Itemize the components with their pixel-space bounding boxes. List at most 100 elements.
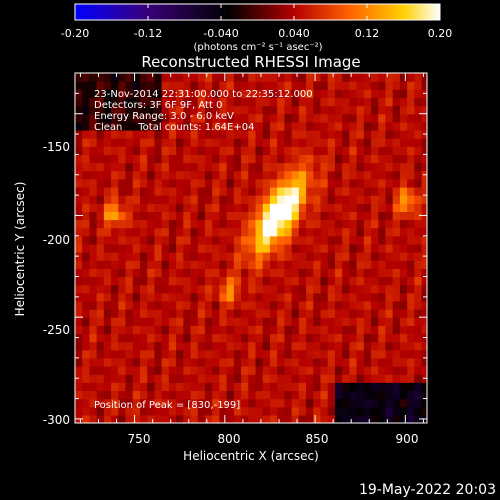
heatmap-cell [255,260,264,269]
heatmap-cell [226,260,235,269]
heatmap-cell [414,398,423,408]
heatmap-cell [407,227,415,237]
heatmap-cell [291,203,300,212]
heatmap-cell [89,357,98,367]
heatmap-cell [269,341,278,351]
heatmap-cell [176,219,184,229]
heatmap-cell [371,243,379,253]
y-tick-label: -200 [43,233,70,247]
heatmap-cell [111,138,119,147]
heatmap-cell [320,374,329,383]
heatmap-cell [298,195,307,204]
heatmap-cell [385,89,394,99]
heatmap-cell [262,203,271,212]
heatmap-cell [75,121,83,131]
heatmap-cell [139,73,148,82]
heatmap-cell [139,195,148,204]
heatmap-cell [334,317,343,326]
heatmap-cell [204,284,213,294]
heatmap-cell [407,382,415,392]
heatmap-cell [204,178,213,188]
heatmap-cell [111,211,119,221]
heatmap-cell [363,406,372,416]
heatmap-cell [241,390,249,400]
heatmap-cell [291,154,300,164]
heatmap-cell [82,89,91,99]
heatmap-cell [371,186,379,196]
heatmap-cell [349,138,358,147]
heatmap-cell [147,276,156,286]
heatmap-cell [190,243,199,253]
heatmap-cell [82,203,91,212]
heatmap-cell [197,292,206,302]
heatmap-cell [421,398,427,408]
heatmap-cell [277,81,285,90]
heatmap-cell [320,235,329,245]
heatmap-cell [176,211,184,221]
heatmap-cell [269,89,278,99]
heatmap-cell [118,357,127,367]
heatmap-cell [356,390,365,400]
heatmap-cell [111,349,119,359]
heatmap-cell [407,219,415,229]
heatmap-cell [241,333,249,343]
heatmap-cell [392,349,401,359]
heatmap-cell [111,276,119,286]
heatmap-cell [421,219,427,229]
heatmap-cell [363,243,372,253]
heatmap-cell [392,243,401,253]
heatmap-cell [298,81,307,90]
heatmap-cell [284,382,293,392]
heatmap-cell [334,349,343,359]
heatmap-cell [154,390,163,400]
heatmap-cell [399,357,408,367]
heatmap-cell [147,105,156,115]
heatmap-cell [132,81,141,90]
heatmap-cell [334,309,343,318]
heatmap-cell [313,268,322,278]
heatmap-cell [103,186,112,196]
heatmap-cell [262,154,271,164]
heatmap-cell [226,292,235,302]
heatmap-cell [327,154,336,164]
heatmap-cell [190,260,199,269]
heatmap-cell [190,89,199,99]
heatmap-cell [75,73,83,82]
heatmap-cell [291,406,300,416]
heatmap-cell [176,81,184,90]
heatmap-cell [161,309,170,318]
heatmap-cell [219,146,228,155]
heatmap-cell [75,235,83,245]
heatmap-cell [176,121,184,131]
heatmap-cell [147,138,156,147]
heatmap-cell [392,170,401,180]
heatmap-cell [176,178,184,188]
heatmap-cell [255,235,264,245]
heatmap-cell [161,195,170,204]
heatmap-cell [313,129,322,139]
heatmap-cell [371,129,379,139]
heatmap-cell [96,398,105,408]
heatmap-cell [320,284,329,294]
heatmap-cell [327,146,336,155]
heatmap-cell [75,398,83,408]
heatmap-cell [118,121,127,131]
heatmap-cell [96,252,105,261]
heatmap-cell [241,186,249,196]
heatmap-cell [399,398,408,408]
heatmap-cell [204,138,213,147]
heatmap-cell [75,178,83,188]
heatmap-cell [407,309,415,318]
heatmap-cell [421,203,427,212]
heatmap-cell [176,138,184,147]
heatmap-cell [421,357,427,367]
heatmap-cell [111,317,119,326]
heatmap-cell [334,162,343,172]
heatmap-cell [89,243,98,253]
heatmap-cell [75,276,83,286]
heatmap-cell [226,211,235,221]
heatmap-cell [132,113,141,123]
heatmap-cell [125,260,134,269]
heatmap-cell [385,97,394,107]
heatmap-cell [103,97,112,107]
